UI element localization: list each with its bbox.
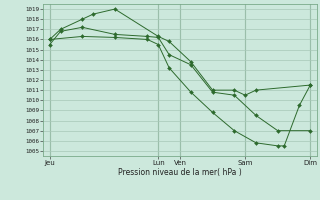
X-axis label: Pression niveau de la mer( hPa ): Pression niveau de la mer( hPa ) <box>118 168 242 177</box>
